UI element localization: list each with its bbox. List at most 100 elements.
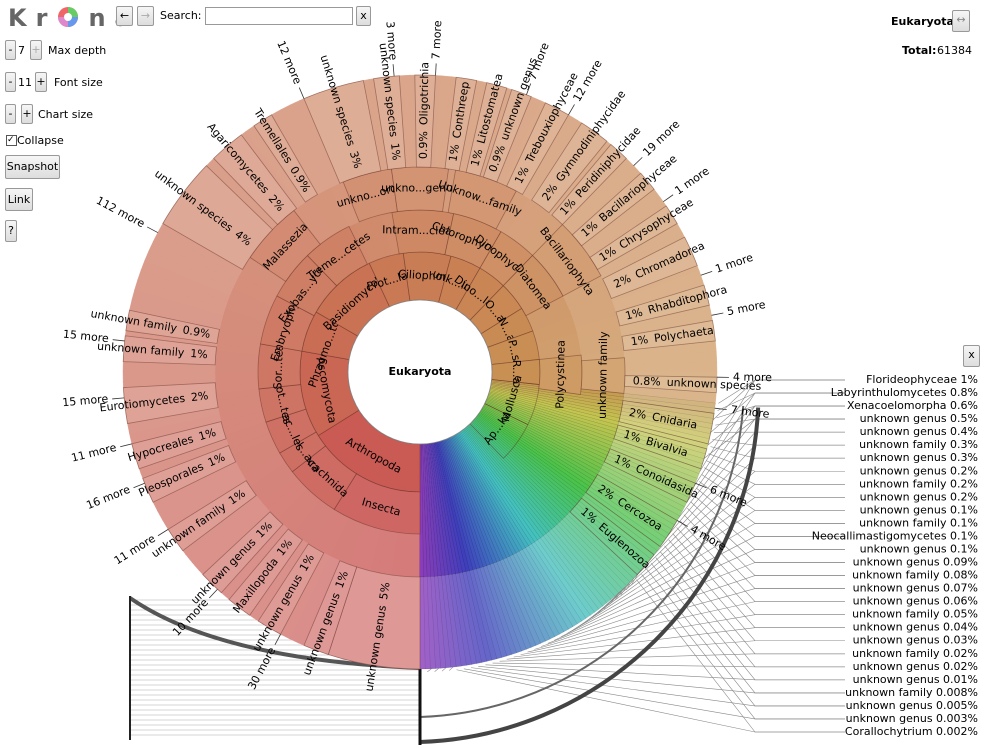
more-leader (435, 63, 437, 76)
font-minus[interactable]: - (5, 72, 16, 92)
more-leader (157, 529, 169, 537)
list-label: unknown genus 0.005% (846, 699, 978, 712)
leader-line (540, 575, 845, 647)
expand-button[interactable]: ↔ (952, 10, 970, 32)
more-leader (146, 226, 158, 233)
left-band (128, 596, 421, 670)
size-plus[interactable]: + (21, 104, 33, 124)
leader-line (683, 514, 845, 589)
more-label: 4 more (733, 370, 772, 384)
leaf-wedge (602, 236, 698, 300)
list-label: unknown genus 0.3% (860, 451, 978, 464)
help-button[interactable]: ? (5, 220, 17, 242)
leaf-pct: 0.9% (182, 323, 212, 341)
depth-label: Max depth (48, 44, 107, 57)
center (347, 299, 493, 445)
list-close[interactable]: x (963, 345, 980, 367)
more-leader (568, 104, 575, 115)
list-label: Xenacoelomorpha 0.6% (847, 399, 978, 412)
more-leader (714, 407, 727, 411)
leader-line (547, 562, 845, 644)
size-label: Chart size (38, 108, 94, 121)
leaf-wedge (551, 143, 627, 226)
more-leader (663, 194, 674, 202)
leaf-wedge (414, 74, 436, 168)
list-label: unknown family 0.02% (852, 647, 978, 660)
leader-line (597, 457, 845, 614)
leaf-pct: 1% (468, 148, 485, 168)
wedge-label: unkno...genus (381, 182, 459, 195)
list-label: unknown genus 0.04% (853, 621, 978, 634)
wedge-label: Polycystinea (553, 340, 567, 409)
leader-line (636, 579, 845, 733)
depth-plus[interactable]: + (30, 40, 42, 60)
leaf-wedge (327, 566, 421, 670)
leaf-wedge (253, 114, 319, 203)
logo-text: Kr (8, 4, 57, 32)
leaf-pct: 2% (612, 272, 633, 291)
leader-line (585, 483, 845, 623)
leaf-pct: 1% (630, 333, 649, 348)
leader-line (513, 627, 845, 658)
more-label: 16 more (85, 483, 133, 512)
list-label: unknown genus 0.2% (860, 464, 978, 477)
leaf-pct: 1% (388, 142, 403, 161)
more-label: 7 more (429, 20, 444, 60)
leaf-name: Oligotrichia (417, 62, 431, 125)
leaf-pct: 5% (377, 581, 393, 600)
search-input[interactable] (205, 7, 353, 25)
forward-button[interactable]: → (137, 6, 154, 26)
leaf-wedge (228, 528, 303, 616)
leader-line (554, 549, 845, 641)
leader-line (463, 668, 845, 720)
more-leader (274, 634, 281, 646)
wedge-label: Sor...tes (271, 344, 286, 389)
more-leader (700, 271, 713, 276)
collapse-checkbox[interactable]: ✓ (6, 135, 17, 146)
wedge (249, 209, 321, 282)
details-name: Eukaryota (891, 15, 954, 28)
leader-line (560, 536, 845, 638)
leaf-wedge (603, 448, 696, 503)
leader-line (534, 588, 845, 650)
list-label: unknown genus 0.06% (853, 595, 978, 608)
leaf-wedge (444, 76, 478, 172)
leader-line (520, 614, 845, 655)
list-label: Neocallimastigomycetes 0.1% (812, 529, 978, 542)
more-label: 15 more (62, 392, 109, 409)
more-label: 19 more (640, 117, 682, 158)
leaf-name: unknown species (666, 376, 761, 393)
leaf-wedge (482, 89, 532, 183)
wedge-bg (214, 371, 259, 380)
depth-minus[interactable]: - (5, 40, 16, 60)
leaf-wedge (373, 75, 407, 170)
font-plus[interactable]: + (35, 72, 47, 92)
leaf-label: 0.9% Oligotrichia (417, 62, 432, 159)
leaf-wedge (142, 444, 237, 503)
leaf-pct: 1% (624, 306, 644, 323)
leaf-wedge (162, 165, 274, 271)
total-value: 61384 (937, 44, 972, 57)
more-label: 5 more (726, 298, 767, 318)
leader-line (573, 510, 845, 630)
list-label: unknown genus 0.03% (853, 634, 978, 647)
list-label: Florideophyceae 1% (866, 373, 978, 386)
list-label: unknown genus 0.1% (860, 542, 978, 555)
list-label: unknown genus 0.4% (860, 425, 978, 438)
leaf-wedge (615, 284, 710, 327)
search-clear[interactable]: x (356, 6, 371, 26)
list-label: unknown genus 0.5% (860, 412, 978, 425)
link-button[interactable]: Link (5, 188, 33, 211)
more-leader (677, 520, 688, 527)
back-button[interactable]: ← (116, 6, 133, 26)
list-label: unknown family 0.08% (852, 569, 978, 582)
snapshot-button[interactable]: Snapshot (5, 155, 60, 179)
list-label: unknown family 0.3% (859, 438, 978, 451)
font-value: 11 (18, 76, 32, 89)
size-minus[interactable]: - (5, 104, 16, 124)
wedge-label: Intram...cleata (382, 223, 463, 237)
wedge (502, 254, 564, 317)
wedge (306, 225, 368, 287)
list-label: unknown family 0.1% (859, 516, 978, 529)
leader-line (471, 667, 845, 707)
